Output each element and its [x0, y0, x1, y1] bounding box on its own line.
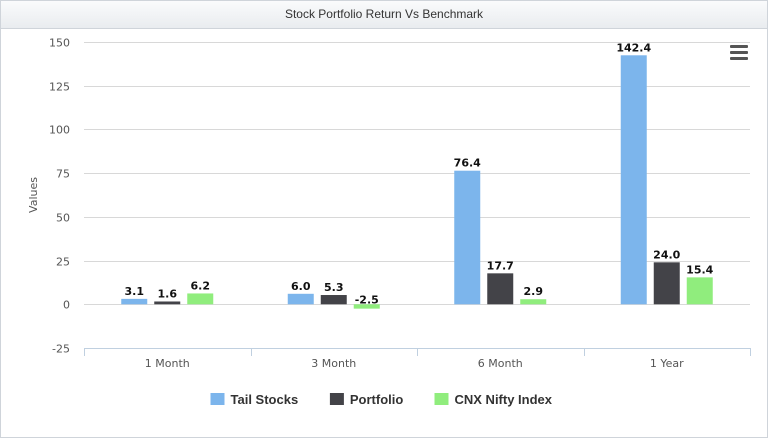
legend-swatch — [329, 393, 344, 405]
x-tick-label: 1 Year — [650, 357, 684, 370]
y-tick-label: 150 — [49, 37, 70, 50]
legend-item[interactable]: Portfolio — [329, 392, 403, 407]
data-label: 142.4 — [616, 41, 651, 54]
y-tick-label: 100 — [49, 124, 70, 137]
data-label: 76.4 — [454, 157, 481, 170]
bar — [353, 304, 380, 309]
bar — [320, 295, 347, 305]
legend-label: Tail Stocks — [231, 392, 299, 407]
data-label: -2.5 — [355, 293, 379, 306]
bar — [287, 293, 314, 305]
y-tick-label: -25 — [52, 343, 70, 356]
bar — [487, 273, 514, 305]
y-axis-title: Values — [27, 177, 40, 213]
bar — [121, 298, 148, 305]
data-label: 6.2 — [191, 279, 211, 292]
data-label: 15.4 — [686, 263, 713, 276]
legend-label: Portfolio — [350, 392, 403, 407]
legend-label: CNX Nifty Index — [455, 392, 553, 407]
bar — [454, 170, 481, 305]
data-label: 17.7 — [487, 259, 514, 272]
bar — [187, 293, 214, 305]
data-label: 5.3 — [324, 281, 344, 294]
data-label: 1.6 — [158, 287, 178, 300]
bar — [520, 299, 547, 305]
data-label: 2.9 — [524, 285, 544, 298]
legend-swatch — [210, 393, 225, 405]
hamburger-menu-icon[interactable] — [728, 45, 750, 63]
bar — [686, 277, 713, 305]
y-tick-label: 50 — [56, 212, 70, 225]
y-tick-label: 25 — [56, 256, 70, 269]
y-tick-label: 0 — [63, 299, 70, 312]
data-label: 24.0 — [653, 248, 680, 261]
y-tick-label: 125 — [49, 81, 70, 94]
bar — [620, 55, 647, 305]
x-tick-label: 1 Month — [145, 357, 190, 370]
y-tick-label: 75 — [56, 168, 70, 181]
x-tick-label: 6 Month — [478, 357, 523, 370]
legend-swatch — [434, 393, 449, 405]
legend-item[interactable]: CNX Nifty Index — [434, 392, 553, 407]
data-label: 6.0 — [291, 280, 311, 293]
x-tick-label: 3 Month — [311, 357, 356, 370]
chart-title: Stock Portfolio Return Vs Benchmark — [1, 1, 767, 29]
bar — [154, 301, 181, 305]
bar — [653, 262, 680, 305]
data-label: 3.1 — [125, 285, 145, 298]
legend-item[interactable]: Tail Stocks — [210, 392, 299, 407]
